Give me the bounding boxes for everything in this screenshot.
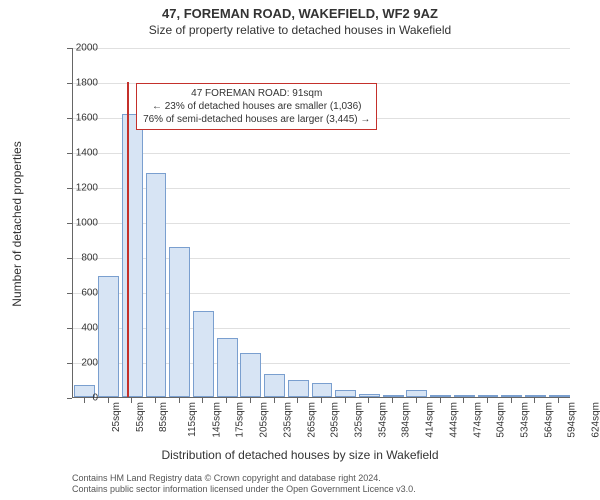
x-tick-mark [155,398,156,403]
x-tick-label: 624sqm [591,402,600,438]
histogram-bar [98,276,119,397]
y-tick-label: 0 [58,393,98,404]
y-tick-mark [67,83,72,84]
x-tick-label: 444sqm [448,402,459,438]
x-tick-label: 115sqm [187,402,198,437]
x-tick-mark [297,398,298,403]
x-tick-mark [345,398,346,403]
x-tick-label: 594sqm [567,402,578,438]
x-tick-label: 235sqm [282,402,293,438]
x-tick-label: 564sqm [543,402,554,438]
x-tick-label: 25sqm [111,402,122,432]
y-tick-mark [67,223,72,224]
x-tick-label: 414sqm [425,402,436,438]
property-marker-line [127,82,129,397]
histogram-bar [312,383,333,397]
x-tick-label: 175sqm [235,402,246,438]
grid-line [73,153,570,154]
histogram-bar [525,395,546,397]
histogram-bar [501,395,522,397]
x-tick-mark [84,398,85,403]
histogram-bar [430,395,451,397]
footer: Contains HM Land Registry data © Crown c… [72,473,416,496]
y-tick-mark [67,188,72,189]
x-tick-label: 85sqm [158,402,169,432]
histogram-bar [217,338,238,398]
x-tick-label: 295sqm [330,402,341,438]
histogram-bar [335,390,356,397]
x-tick-mark [202,398,203,403]
y-tick-label: 2000 [58,43,98,54]
y-tick-mark [67,48,72,49]
x-tick-mark [463,398,464,403]
histogram-bar [549,395,570,397]
x-tick-label: 354sqm [377,402,388,438]
x-tick-mark [131,398,132,403]
x-tick-mark [321,398,322,403]
x-tick-mark [487,398,488,403]
x-tick-mark [250,398,251,403]
annotation-line-2: ← 23% of detached houses are smaller (1,… [143,100,370,113]
page-subtitle: Size of property relative to detached ho… [0,21,600,37]
y-tick-mark [67,293,72,294]
y-tick-label: 1400 [58,148,98,159]
histogram-bar [240,353,261,397]
y-tick-label: 1000 [58,218,98,229]
y-tick-mark [67,363,72,364]
x-tick-label: 504sqm [496,402,507,438]
y-tick-label: 1800 [58,78,98,89]
histogram-bar [169,247,190,398]
histogram-bar [146,173,167,397]
y-tick-mark [67,328,72,329]
histogram-bar [478,395,499,397]
histogram-bar [406,390,427,397]
histogram-bar [454,395,475,397]
x-tick-label: 534sqm [520,402,531,438]
x-tick-mark [179,398,180,403]
y-tick-mark [67,153,72,154]
x-tick-mark [440,398,441,403]
x-axis-label: Distribution of detached houses by size … [0,448,600,462]
x-tick-label: 474sqm [472,402,483,438]
footer-line-2: Contains public sector information licen… [72,484,416,496]
annotation-line-3: 76% of semi-detached houses are larger (… [143,113,370,126]
annotation-line-1: 47 FOREMAN ROAD: 91sqm [143,87,370,100]
grid-line [73,48,570,49]
x-tick-mark [368,398,369,403]
x-tick-mark [108,398,109,403]
y-tick-mark [67,398,72,399]
footer-line-1: Contains HM Land Registry data © Crown c… [72,473,416,485]
y-tick-label: 400 [58,323,98,334]
x-tick-mark [226,398,227,403]
x-tick-mark [558,398,559,403]
histogram-bar [383,395,404,397]
x-tick-mark [511,398,512,403]
x-tick-label: 145sqm [211,402,222,438]
x-tick-label: 325sqm [354,402,365,438]
y-tick-mark [67,118,72,119]
y-tick-label: 1200 [58,183,98,194]
y-tick-label: 1600 [58,113,98,124]
x-tick-mark [392,398,393,403]
chart-area: 47 FOREMAN ROAD: 91sqm ← 23% of detached… [72,48,570,398]
annotation-box: 47 FOREMAN ROAD: 91sqm ← 23% of detached… [136,83,377,130]
x-tick-label: 55sqm [135,402,146,432]
x-tick-mark [274,398,275,403]
x-tick-label: 205sqm [259,402,270,438]
page-title: 47, FOREMAN ROAD, WAKEFIELD, WF2 9AZ [0,0,600,21]
x-tick-mark [534,398,535,403]
y-axis-label: Number of detached properties [10,141,24,306]
histogram-bar [359,394,380,398]
y-tick-label: 600 [58,288,98,299]
histogram-bar [122,114,143,398]
x-tick-mark [416,398,417,403]
y-tick-mark [67,258,72,259]
y-tick-label: 200 [58,358,98,369]
x-tick-label: 384sqm [401,402,412,438]
y-tick-label: 800 [58,253,98,264]
x-tick-label: 265sqm [306,402,317,438]
histogram-bar [264,374,285,397]
histogram-bar [193,311,214,397]
histogram-bar [288,380,309,398]
